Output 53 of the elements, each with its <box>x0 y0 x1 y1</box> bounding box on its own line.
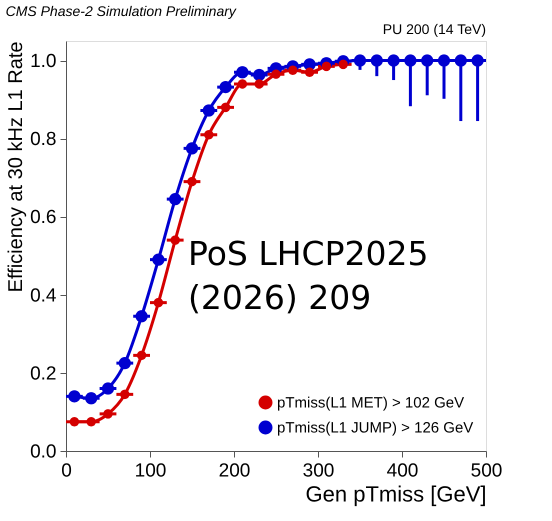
point <box>271 69 281 79</box>
point <box>220 102 230 112</box>
point <box>118 357 131 370</box>
point <box>438 54 450 67</box>
y-tick-label: 0.2 <box>30 363 56 384</box>
x-tick-label: 300 <box>302 460 334 482</box>
point <box>169 193 182 206</box>
point <box>238 79 248 89</box>
legend-label: pTmiss(L1 JUMP) > 126 GeV <box>277 420 474 436</box>
x-tick-label: 500 <box>470 460 502 482</box>
x-tick-label: 200 <box>218 460 250 482</box>
point <box>170 235 180 245</box>
chart-title: CMS Phase-2 Simulation Preliminary <box>6 3 237 19</box>
point <box>186 142 198 154</box>
legend-label: pTmiss(L1 MET) > 102 GeV <box>277 394 464 412</box>
point <box>370 54 383 67</box>
point <box>102 382 114 395</box>
point <box>85 392 98 404</box>
point <box>253 68 266 82</box>
x-tick-label: 100 <box>134 460 166 482</box>
x-tick-label: 0 <box>61 460 72 482</box>
point <box>154 298 164 308</box>
point <box>387 54 400 67</box>
point <box>135 310 148 322</box>
y-tick-label: 1.0 <box>30 51 56 72</box>
point <box>454 54 467 67</box>
y-tick-label: 0.6 <box>30 207 56 228</box>
x-axis-title: Gen pTmiss [GeV] <box>306 482 486 506</box>
point <box>136 350 146 360</box>
point <box>304 68 314 77</box>
point <box>471 54 484 67</box>
point <box>404 54 417 67</box>
x-tick-label: 400 <box>386 460 418 482</box>
point <box>254 79 264 89</box>
point <box>103 409 113 419</box>
point <box>322 62 332 72</box>
point <box>338 60 348 70</box>
y-tick-label: 0.0 <box>30 442 56 462</box>
point <box>152 254 165 266</box>
point <box>202 104 215 117</box>
point <box>204 130 214 140</box>
point <box>70 416 80 426</box>
annotation: PoS LHCP2025 (2026) 209 <box>188 234 428 317</box>
y-axis-title: Efficiency at 30 kHz L1 Rate <box>5 42 28 292</box>
point <box>219 80 232 94</box>
y-tick-label: 0.4 <box>30 285 57 306</box>
point <box>187 176 197 186</box>
point <box>120 390 130 400</box>
text: PU 200 (14 TeV) <box>382 21 486 37</box>
point <box>421 54 434 67</box>
point <box>288 66 298 76</box>
y-tick-label: 0.8 <box>30 129 56 150</box>
point <box>86 416 96 426</box>
